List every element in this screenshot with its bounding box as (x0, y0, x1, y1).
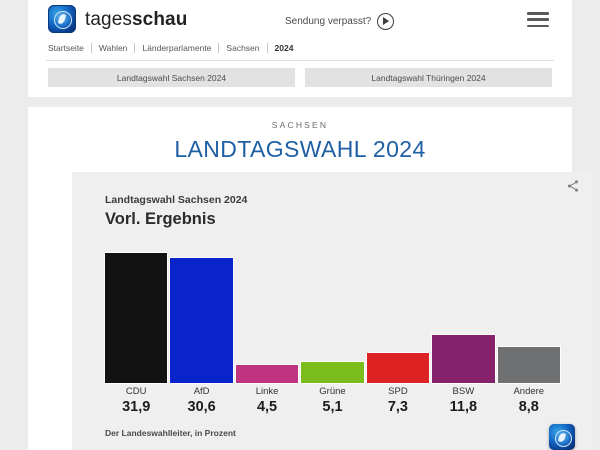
logo-text-light: tages (85, 8, 132, 30)
bar-bsw (432, 334, 495, 383)
election-tabs: Landtagswahl Sachsen 2024 Landtagswahl T… (48, 68, 552, 87)
breadcrumb-item-wahlen[interactable]: Wahlen (98, 43, 128, 53)
bar-andere (497, 347, 560, 383)
tagesschau-globe-icon (48, 5, 76, 33)
label-column-linke: Linke 4,5 (236, 386, 298, 415)
hamburger-line (527, 12, 549, 15)
tab-landtagswahl-thueringen-2024[interactable]: Landtagswahl Thüringen 2024 (305, 68, 552, 87)
hamburger-menu-icon[interactable] (527, 12, 549, 27)
party-name-bsw: BSW (452, 386, 475, 397)
label-column-spd: SPD 7,3 (367, 386, 429, 415)
hamburger-line (527, 18, 549, 21)
logo-text-bold: schau (131, 8, 188, 30)
missed-show-label: Sendung verpasst? (285, 16, 372, 27)
bar-column-andere (497, 347, 560, 383)
label-column-bsw: BSW 11,8 (432, 386, 494, 415)
label-column-cdu: CDU 31,9 (105, 386, 167, 415)
section-gap (28, 97, 572, 107)
party-name-afd: AfD (193, 386, 210, 397)
page-headline: LANDTAGSWAHL 2024 (174, 136, 426, 162)
breadcrumb-separator (266, 43, 268, 53)
bar-linke (235, 364, 299, 383)
breadcrumb-separator (218, 43, 220, 53)
header-divider (46, 60, 554, 61)
party-value-gruene: 5,1 (322, 399, 343, 415)
bar-spd (366, 353, 430, 383)
missed-show-link[interactable]: Sendung verpasst? (285, 13, 395, 30)
label-column-afd: AfD 30,6 (170, 386, 232, 415)
party-name-linke: Linke (255, 386, 279, 397)
party-value-spd: 7,3 (387, 399, 408, 415)
site-logo-text: tagesschau (85, 10, 187, 29)
label-column-gruene: Grüne 5,1 (301, 386, 363, 415)
page-title: SACHSEN LANDTAGSWAHL 2024 (28, 120, 572, 163)
bar-column-afd (170, 257, 233, 383)
bar-column-linke (235, 364, 299, 383)
site-logo[interactable]: tagesschau (48, 5, 187, 33)
bar-column-spd (366, 353, 430, 383)
party-value-andere: 8,8 (518, 399, 539, 415)
party-name-gruene: Grüne (319, 386, 346, 397)
party-value-linke: 4,5 (256, 399, 278, 415)
bar-cdu (105, 252, 168, 383)
bar-column-cdu (105, 252, 168, 383)
party-name-andere: Andere (513, 386, 545, 397)
breadcrumb-separator (134, 43, 136, 53)
party-name-spd: SPD (388, 386, 408, 397)
breadcrumb-item-startseite[interactable]: Startseite (48, 43, 84, 53)
breadcrumb-item-laenderparlamente[interactable]: Länderparlamente (142, 43, 212, 53)
bar-chart-labels: CDU 31,9 AfD 30,6 Linke 4,5 Grüne 5,1 SP… (105, 386, 560, 428)
label-column-andere: Andere 8,8 (498, 386, 560, 415)
party-value-bsw: 11,8 (449, 399, 478, 415)
breadcrumb: Startseite Wahlen Länderparlamente Sachs… (48, 43, 300, 53)
bar-chart-plot (105, 244, 560, 383)
bar-gruene (301, 362, 364, 383)
chart-title: Vorl. Ergebnis (105, 210, 216, 228)
page-kicker: SACHSEN (271, 120, 329, 130)
play-circle-icon[interactable] (377, 13, 395, 30)
bar-column-gruene (301, 362, 364, 383)
tagesschau-badge-icon[interactable] (549, 424, 575, 450)
chart-subtitle: Landtagswahl Sachsen 2024 (105, 194, 248, 206)
bar-afd (170, 257, 233, 383)
chart-source-note: Der Landeswahlleiter, in Prozent (105, 428, 236, 438)
result-chart-panel: Landtagswahl Sachsen 2024 Vorl. Ergebnis… (72, 172, 592, 450)
breadcrumb-separator (90, 43, 92, 53)
site-header: tagesschau Sendung verpasst? (28, 0, 572, 38)
party-value-afd: 30,6 (187, 399, 216, 415)
bar-column-bsw (432, 334, 495, 383)
hamburger-line (527, 24, 549, 27)
breadcrumb-item-2024[interactable]: 2024 (274, 43, 294, 53)
tab-landtagswahl-sachsen-2024[interactable]: Landtagswahl Sachsen 2024 (48, 68, 295, 87)
party-name-cdu: CDU (125, 386, 147, 397)
page-container: tagesschau Sendung verpasst? Startseite … (28, 0, 592, 450)
share-icon[interactable] (566, 179, 580, 193)
breadcrumb-item-sachsen[interactable]: Sachsen (226, 43, 260, 53)
party-value-cdu: 31,9 (122, 399, 151, 415)
